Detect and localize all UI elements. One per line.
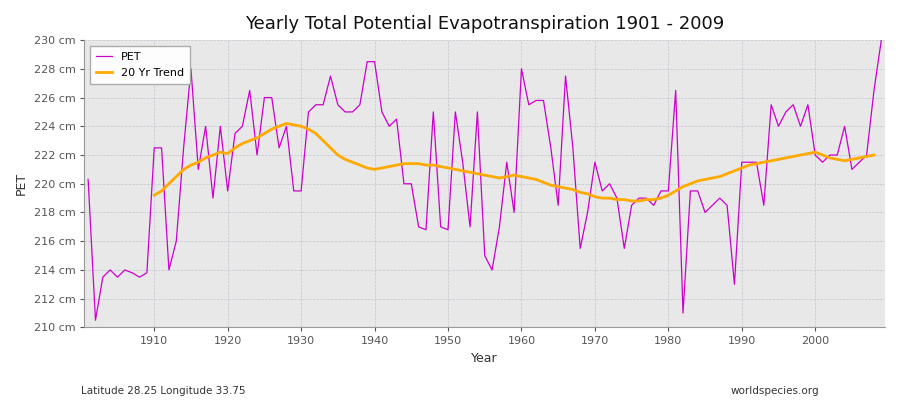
20 Yr Trend <box>347 160 358 165</box>
20 Yr Trend <box>325 146 336 150</box>
PET <box>876 38 886 42</box>
20 Yr Trend <box>376 166 387 170</box>
Text: Latitude 28.25 Longitude 33.75: Latitude 28.25 Longitude 33.75 <box>81 386 246 396</box>
Text: worldspecies.org: worldspecies.org <box>731 386 819 396</box>
PET <box>611 196 622 200</box>
Y-axis label: PET: PET <box>15 172 28 195</box>
PET <box>516 66 526 71</box>
PET <box>148 146 159 150</box>
Legend: PET, 20 Yr Trend: PET, 20 Yr Trend <box>90 46 190 84</box>
20 Yr Trend <box>281 121 292 126</box>
20 Yr Trend <box>516 174 526 179</box>
PET <box>310 102 321 107</box>
PET <box>355 102 365 107</box>
Title: Yearly Total Potential Evapotranspiration 1901 - 2009: Yearly Total Potential Evapotranspiratio… <box>245 15 724 33</box>
PET <box>524 102 535 107</box>
20 Yr Trend <box>729 168 740 173</box>
20 Yr Trend <box>626 199 637 204</box>
Line: PET: PET <box>88 40 881 320</box>
PET <box>90 318 101 323</box>
X-axis label: Year: Year <box>472 352 498 365</box>
PET <box>83 177 94 182</box>
Line: 20 Yr Trend: 20 Yr Trend <box>154 124 874 201</box>
20 Yr Trend <box>148 193 159 198</box>
20 Yr Trend <box>538 180 549 185</box>
20 Yr Trend <box>868 153 879 158</box>
